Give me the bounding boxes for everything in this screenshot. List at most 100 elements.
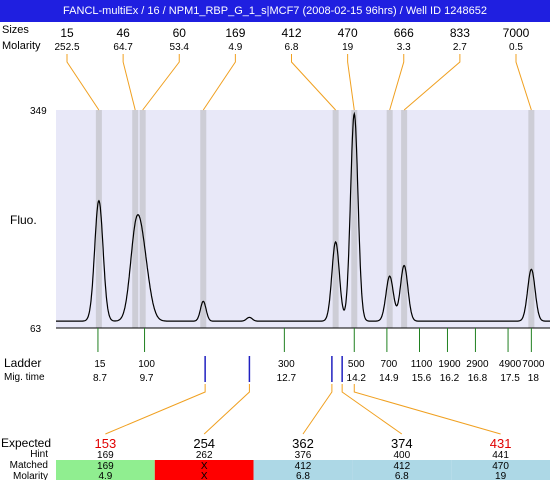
y-tick-label-top: 349 xyxy=(30,106,47,117)
peak-leader-line xyxy=(403,54,461,111)
peak-leader-lines xyxy=(66,54,532,111)
ladder-size-label: 2900 xyxy=(466,359,489,370)
peak-leader-line xyxy=(515,54,532,111)
ladder-size-label: 700 xyxy=(381,359,398,370)
peak-size-label: 833 xyxy=(450,26,470,40)
hint-size: 262 xyxy=(196,450,213,461)
peak-leader-line xyxy=(347,54,355,111)
peak-size-label: 7000 xyxy=(503,26,530,40)
matched-size: 169 xyxy=(97,461,114,472)
matched-size: 470 xyxy=(492,461,509,472)
expected-size: 153 xyxy=(95,436,117,451)
table-leader-line xyxy=(203,384,250,435)
peak-size-label: 470 xyxy=(338,26,358,40)
match-cell xyxy=(253,460,353,480)
molarity-row-label: Molarity xyxy=(2,40,41,52)
match-cell xyxy=(56,460,155,480)
peak-molarity-label: 252.5 xyxy=(54,42,79,53)
match-cell xyxy=(451,460,550,480)
ladder-row: Ladder Mig. time 15 8.7 100 9.7 300 12.7 500 14.2… xyxy=(4,328,545,384)
ladder-size-label: 500 xyxy=(348,359,365,370)
peak-molarity-label: 53.4 xyxy=(170,42,190,53)
expected-markers xyxy=(204,356,343,382)
peak-band xyxy=(95,110,102,328)
peak-size-label: 60 xyxy=(173,26,187,40)
matched-molarity: 6.8 xyxy=(395,471,409,480)
y-tick-label-bottom: 63 xyxy=(30,324,42,335)
ladder-mig-label: 14.9 xyxy=(379,373,399,384)
ladder-size-label: 1100 xyxy=(411,359,433,370)
ladder-size-label: 4900 xyxy=(499,359,522,370)
matched-size: 412 xyxy=(295,461,312,472)
peak-size-label: 666 xyxy=(394,26,414,40)
match-table: ExpectedHintMatchedMolarity1531691694.92… xyxy=(1,384,550,480)
fluorescence-trace xyxy=(56,111,550,322)
ladder-mig-label: 17.5 xyxy=(500,373,520,384)
peak-band xyxy=(351,110,358,328)
peak-leader-line xyxy=(66,54,100,111)
expected-size: 431 xyxy=(490,436,512,451)
match-cell xyxy=(154,460,254,480)
peak-molarity-label: 4.9 xyxy=(228,42,242,53)
peak-size-label: 46 xyxy=(116,26,130,40)
mig-time-label: Mig. time xyxy=(4,372,45,383)
peak-leader-line xyxy=(142,54,180,111)
ladder-size-label: 300 xyxy=(278,359,295,370)
table-leader-line xyxy=(105,384,206,435)
ladder-label: Ladder xyxy=(4,356,41,370)
peak-size-label: 15 xyxy=(60,26,74,40)
hint-size: 400 xyxy=(393,450,410,461)
peak-band xyxy=(332,110,339,328)
peak-size-label: 169 xyxy=(225,26,245,40)
y-axis-label: Fluo. xyxy=(10,213,37,227)
peak-band xyxy=(132,110,139,328)
molarity-table-row-label: Molarity xyxy=(13,471,48,480)
ladder-size-label: 100 xyxy=(138,359,155,370)
matched-molarity: 6.8 xyxy=(296,471,310,480)
ladder-mig-label: 12.7 xyxy=(277,373,297,384)
peak-molarity-label: 3.3 xyxy=(397,42,411,53)
peak-band xyxy=(401,110,408,328)
peak-molarity-label: 2.7 xyxy=(453,42,467,53)
peak-leader-line xyxy=(202,54,236,111)
matched-row-label: Matched xyxy=(10,460,48,471)
match-cell xyxy=(352,460,452,480)
peak-molarity-label: 64.7 xyxy=(113,42,133,53)
peak-molarity-label: 0.5 xyxy=(509,42,523,53)
matched-molarity: 19 xyxy=(495,471,507,480)
peak-molarity-label: 6.8 xyxy=(285,42,299,53)
hint-size: 441 xyxy=(492,450,509,461)
matched-size: X xyxy=(201,461,208,472)
ladder-mig-label: 18 xyxy=(528,373,540,384)
expected-size: 254 xyxy=(193,436,215,451)
peak-leader-line xyxy=(291,54,336,111)
plot-area xyxy=(56,110,550,328)
matched-molarity: X xyxy=(201,471,208,480)
y-axis: 349 63 Fluo. xyxy=(10,106,550,335)
hint-size: 376 xyxy=(295,450,312,461)
peak-bands xyxy=(95,110,535,328)
ladder-size-label: 1900 xyxy=(438,359,461,370)
hint-row-label: Hint xyxy=(30,449,48,460)
table-leader-line xyxy=(302,384,333,435)
peak-leader-line xyxy=(389,54,405,111)
window-title: FANCL-multiEx / 16 / NPM1_RBP_G_1_s|MCF7… xyxy=(0,0,550,22)
peak-size-label: 412 xyxy=(281,26,301,40)
sizes-row-label: Sizes xyxy=(2,24,29,36)
peak-band xyxy=(528,110,535,328)
ladder-mig-label: 14.2 xyxy=(347,373,367,384)
table-leader-line xyxy=(341,384,403,435)
ladder-mig-label: 16.8 xyxy=(468,373,488,384)
peak-leader-line xyxy=(122,54,136,111)
hint-size: 169 xyxy=(97,450,114,461)
expected-row-label: Expected xyxy=(1,436,51,450)
peak-band xyxy=(139,110,146,328)
matched-size: 412 xyxy=(393,461,410,472)
ladder-mig-label: 8.7 xyxy=(93,373,107,384)
matched-molarity: 4.9 xyxy=(98,471,112,480)
ladder-size-label: 7000 xyxy=(522,359,545,370)
ladder-mig-label: 9.7 xyxy=(140,373,154,384)
table-leader-line xyxy=(353,384,501,435)
expected-size: 374 xyxy=(391,436,413,451)
ladder-mig-label: 16.2 xyxy=(440,373,460,384)
